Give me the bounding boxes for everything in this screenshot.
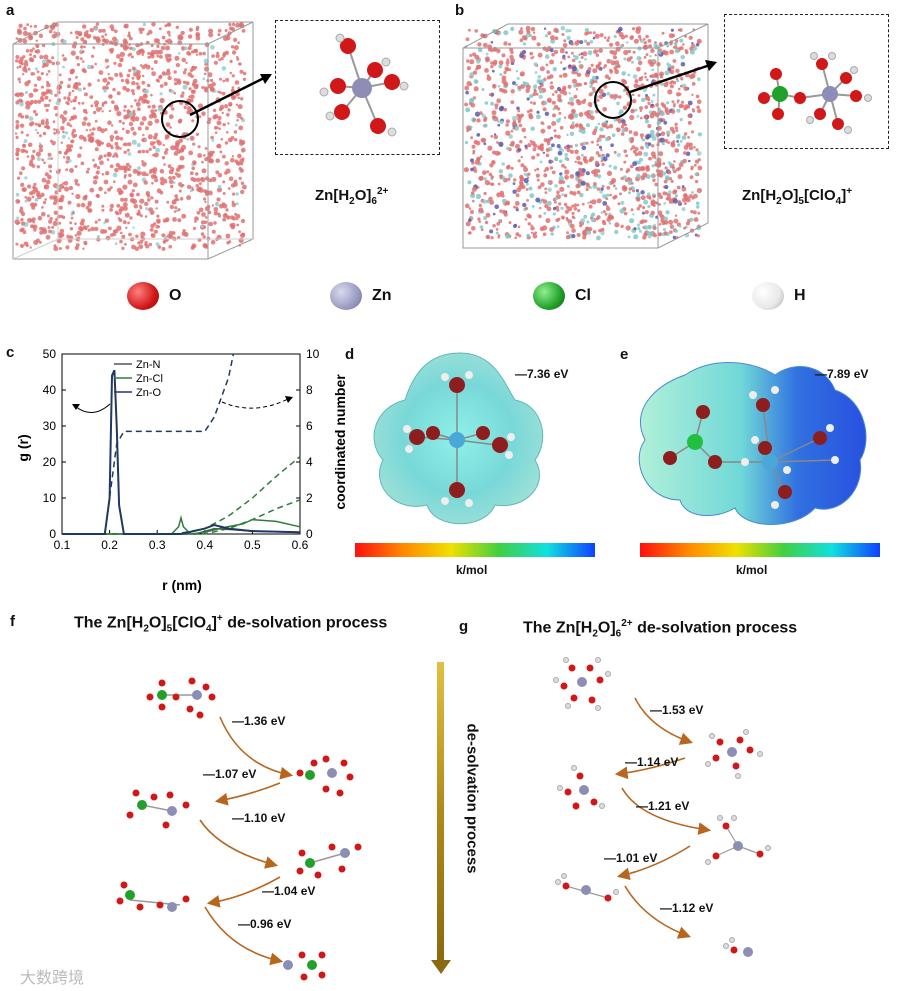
energy-g-1: —1.53 eV [650, 703, 704, 717]
x-tick-label: 0.5 [244, 538, 261, 552]
legend-entry: Zn-O [136, 387, 162, 399]
md-simulation-box-b [462, 23, 709, 249]
desolvation-direction-arrow [437, 662, 444, 962]
molecule-g1 [553, 657, 611, 711]
y-tick-label: 40 [43, 383, 57, 397]
molecule-f3 [126, 789, 190, 829]
chlorine-ball-icon [533, 282, 565, 310]
x-tick-label: 0.4 [196, 538, 213, 552]
energy-g-4: —1.01 eV [604, 851, 658, 865]
y-tick-label: 0 [49, 527, 56, 541]
energy-g-2: —1.14 eV [625, 755, 679, 769]
molecule-f5 [116, 881, 190, 912]
cn-series-line [62, 353, 235, 535]
molecule-f2 [296, 755, 354, 797]
colorbar-e [640, 543, 880, 557]
colorbar-d [355, 543, 595, 557]
formula-a: Zn[H2O]62+ [315, 186, 389, 207]
legend-entry: Zn-Cl [136, 373, 163, 385]
cn-series-line [62, 456, 301, 535]
zoom-arrow-b [629, 60, 717, 94]
chart-x-axis-label: r (nm) [162, 577, 202, 593]
esp-energy-e: —7.89 eV [815, 367, 869, 381]
molecule-g3 [557, 765, 605, 810]
colorbar-label-d: k/mol [456, 563, 488, 577]
panel-label-f: f [10, 613, 15, 630]
molecule-f1 [146, 677, 216, 719]
zoom-box-a [275, 20, 440, 155]
molecule-f6 [283, 951, 326, 981]
molecule-g4 [705, 815, 771, 865]
x-tick-label: 0.2 [101, 538, 118, 552]
rdf-series-line [62, 369, 301, 535]
left-axis-pointer-arrow [74, 403, 111, 413]
molecule-g5 [555, 873, 619, 902]
formula-b: Zn[H2O]5[ClO4]+ [742, 186, 853, 207]
y2-tick-label: 0 [306, 527, 313, 541]
x-tick-label: 0.6 [292, 538, 309, 552]
energy-f-3: —1.10 eV [232, 811, 286, 825]
y2-tick-label: 10 [306, 347, 320, 361]
x-tick-label: 0.3 [149, 538, 166, 552]
y2-tick-label: 6 [306, 419, 313, 433]
legend-entry: Zn-N [136, 359, 161, 371]
desolvation-axis-label: de-solvation process [463, 723, 481, 874]
esp-energy-d: —7.36 eV [515, 367, 569, 381]
legend-oxygen: O [127, 282, 181, 310]
y-tick-label: 30 [43, 419, 57, 433]
legend-hydrogen: H [752, 282, 806, 310]
cn-series-line [62, 499, 301, 535]
x-tick-label: 0.1 [54, 538, 71, 552]
molecule-f4 [296, 843, 362, 879]
oxygen-ball-icon [127, 282, 159, 310]
right-axis-pointer-head [285, 396, 293, 403]
hydrogen-ball-icon [752, 282, 784, 310]
y2-tick-label: 4 [306, 455, 313, 469]
molecule-g2 [705, 729, 763, 779]
zoom-box-b [724, 14, 889, 149]
right-axis-pointer-arrow [221, 397, 291, 409]
colorbar-label-e: k/mol [736, 563, 768, 577]
zinc-ball-icon [330, 282, 362, 310]
panel-label-b: b [455, 2, 465, 19]
molecule-zn-h2o6 [319, 33, 409, 137]
left-axis-pointer-head [72, 404, 80, 410]
energy-f-4: —1.04 eV [262, 884, 316, 898]
legend-zinc: Zn [330, 282, 392, 310]
chart-y2-axis-label: coordinated number [332, 374, 348, 510]
rdf-series-line [62, 514, 301, 535]
energy-g-5: —1.12 eV [660, 901, 714, 915]
esp-map-d [373, 352, 544, 525]
panel-label-g: g [459, 618, 469, 635]
y-tick-label: 10 [43, 491, 57, 505]
title-g: The Zn[H2O]62+ de-solvation process [523, 618, 798, 640]
panel-label-c: c [6, 344, 15, 361]
desolvation-pathway-f [116, 677, 362, 981]
panel-label-a: a [6, 2, 15, 19]
zoom-arrow-a [189, 73, 272, 117]
energy-g-3: —1.21 eV [636, 799, 690, 813]
esp-map-e [638, 361, 867, 525]
y2-tick-label: 2 [306, 491, 313, 505]
chart-frame [61, 353, 301, 535]
y-tick-label: 50 [43, 347, 57, 361]
md-simulation-box-a [12, 21, 254, 260]
panel-label-e: e [620, 346, 629, 363]
panel-label-d: d [345, 346, 355, 363]
energy-f-1: —1.36 eV [232, 714, 286, 728]
molecule-g6 [723, 937, 753, 957]
legend-chlorine: Cl [533, 282, 591, 310]
energy-f-5: —0.96 eV [238, 917, 292, 931]
y-tick-label: 20 [43, 455, 57, 469]
y2-tick-label: 8 [306, 383, 313, 397]
watermark: 大数跨境 [20, 970, 85, 987]
title-f: The Zn[H2O]5[ClO4]+ de-solvation process [74, 613, 388, 635]
desolvation-direction-arrowhead [431, 960, 451, 974]
molecule-zn-h2o5-clo4 [758, 52, 872, 134]
desolvation-pathway-g [553, 657, 771, 957]
chart-y-axis-label: g (r) [15, 434, 31, 461]
energy-f-2: —1.07 eV [203, 767, 257, 781]
